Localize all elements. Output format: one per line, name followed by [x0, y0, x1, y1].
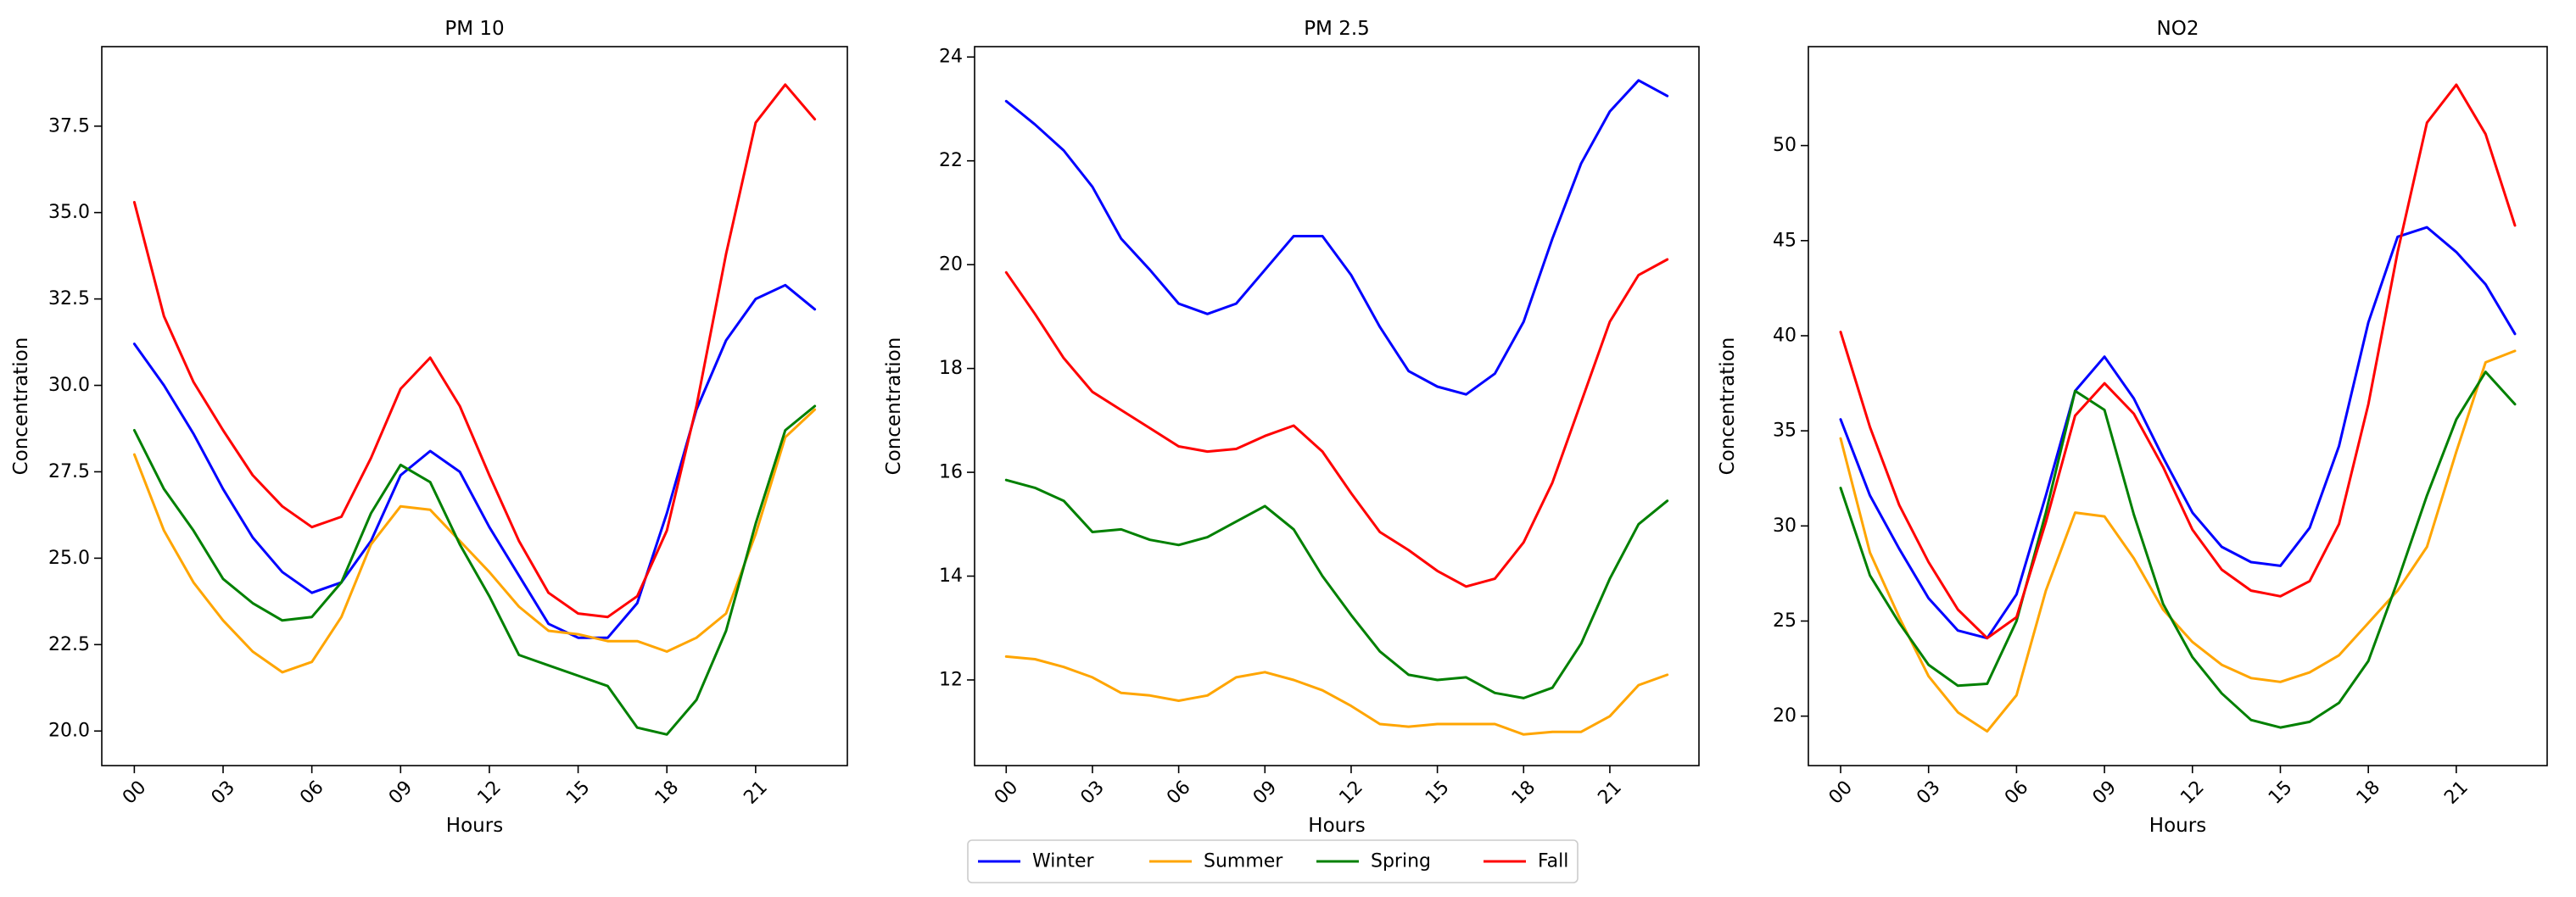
legend-entry-summer: Summer — [1149, 851, 1283, 872]
y-tick-label: 37.5 — [48, 115, 90, 136]
y-tick-label: 35.0 — [48, 202, 90, 223]
y-tick-label: 14 — [939, 566, 963, 587]
axes-frame — [1808, 46, 2548, 766]
y-tick-label: 16 — [939, 462, 963, 483]
series-line-summer-no2 — [1839, 349, 2517, 733]
legend-entry-fall: Fall — [1484, 851, 1568, 872]
y-tick-label: 20.0 — [48, 721, 90, 742]
y-tick-label: 30.0 — [48, 375, 90, 396]
legend-label-summer: Summer — [1204, 851, 1283, 872]
series-line-winter-pm-10 — [132, 283, 817, 639]
y-axis-label: Concentration — [883, 337, 905, 476]
series-line-fall-no2 — [1839, 83, 2517, 640]
x-axis-label: Hours — [2149, 815, 2206, 837]
legend: Winter Summer Spring Fall — [967, 839, 1579, 883]
y-tick-label: 30 — [1773, 515, 1796, 537]
x-axis-label: Hours — [446, 815, 503, 837]
axes-frame — [101, 46, 848, 766]
legend-entry-spring: Spring — [1316, 851, 1431, 872]
legend-label-winter: Winter — [1032, 851, 1094, 872]
y-tick-label: 45 — [1773, 230, 1796, 251]
legend-entry-winter: Winter — [978, 851, 1094, 872]
series-line-spring-pm-10 — [132, 404, 817, 736]
y-tick-label: 18 — [939, 358, 963, 379]
x-axis-label: Hours — [1308, 815, 1365, 837]
series-line-summer-pm-10 — [132, 408, 817, 674]
y-tick-label: 50 — [1773, 135, 1796, 156]
y-tick-label: 12 — [939, 669, 963, 690]
y-tick-label: 22.5 — [48, 634, 90, 655]
y-tick-label: 27.5 — [48, 461, 90, 482]
y-tick-label: 24 — [939, 47, 963, 68]
series-line-fall-pm-10 — [132, 83, 817, 619]
y-axis-label: Concentration — [1717, 337, 1739, 476]
panel-pm-2-5: PM 2.500 03 06 09 12 15 18 2112141618202224Hour… — [883, 18, 1700, 837]
series-line-winter-pm-2-5 — [1004, 79, 1669, 396]
series-line-spring-no2 — [1839, 370, 2517, 729]
legend-label-fall: Fall — [1538, 851, 1568, 872]
series-line-spring-pm-2-5 — [1004, 478, 1669, 699]
series-line-fall-pm-2-5 — [1004, 258, 1669, 588]
axes-frame — [974, 46, 1700, 766]
y-tick-label: 32.5 — [48, 288, 90, 309]
legend-label-spring: Spring — [1371, 851, 1431, 872]
y-tick-label: 22 — [939, 150, 963, 171]
series-line-summer-pm-2-5 — [1004, 655, 1669, 736]
y-tick-label: 20 — [939, 254, 963, 276]
y-tick-label: 25 — [1773, 610, 1796, 632]
y-tick-label: 25.0 — [48, 548, 90, 569]
chart-title: NO2 — [2157, 18, 2199, 40]
legend-box — [967, 839, 1579, 883]
y-tick-label: 35 — [1773, 421, 1796, 442]
y-axis-label: Concentration — [10, 337, 32, 476]
y-tick-label: 40 — [1773, 325, 1796, 346]
y-tick-label: 20 — [1773, 705, 1796, 727]
chart-title: PM 10 — [444, 18, 504, 40]
chart-title: PM 2.5 — [1304, 18, 1370, 40]
